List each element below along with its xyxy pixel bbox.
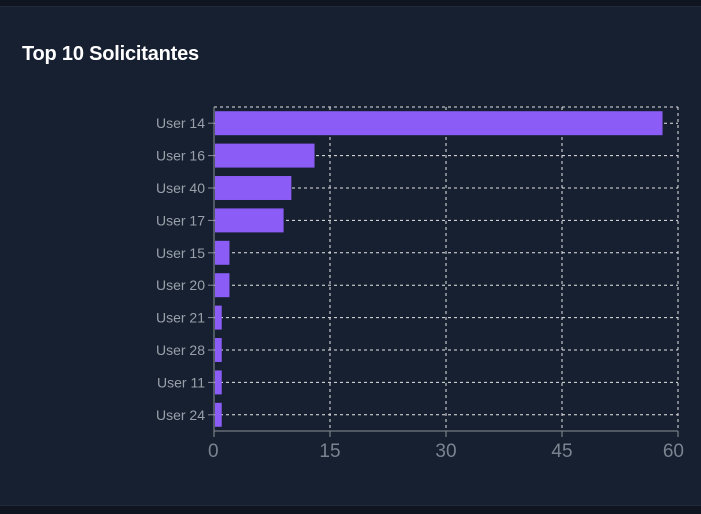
y-tick-label: User 11 [157, 374, 205, 390]
bar-user-17[interactable] [215, 208, 284, 233]
x-tick-label: 60 [663, 441, 684, 462]
bar-user-15[interactable] [215, 240, 230, 265]
y-tick-label: User 14 [156, 115, 205, 131]
bar-user-21[interactable] [215, 305, 222, 330]
y-tick-label: User 24 [156, 407, 205, 423]
card-title: Top 10 Solicitantes [22, 43, 199, 65]
x-tick-label: 0 [208, 441, 219, 462]
bar-user-20[interactable] [215, 273, 230, 298]
y-tick-label: User 17 [156, 212, 205, 228]
bars [215, 111, 663, 427]
y-tick-label: User 20 [156, 277, 205, 293]
y-tick-label: User 15 [156, 245, 205, 261]
bar-user-28[interactable] [215, 338, 222, 362]
x-tick-label: 15 [319, 441, 340, 462]
x-tick-label: 30 [435, 441, 456, 462]
bar-user-16[interactable] [215, 143, 315, 168]
axes: User 14 User 16 User 40 User 17 User 15 User … [156, 107, 684, 462]
bar-user-40[interactable] [215, 176, 292, 200]
bar-user-11[interactable] [215, 370, 222, 395]
chart-card: Top 10 Solicitantes [0, 6, 701, 506]
bar-user-14[interactable] [215, 111, 663, 136]
x-tick-label: 45 [551, 441, 572, 462]
y-tick-label: User 21 [156, 310, 205, 326]
bar-user-24[interactable] [215, 402, 222, 427]
y-tick-label: User 16 [156, 148, 205, 164]
y-tick-label: User 28 [156, 342, 205, 358]
y-tick-label: User 40 [156, 180, 205, 196]
